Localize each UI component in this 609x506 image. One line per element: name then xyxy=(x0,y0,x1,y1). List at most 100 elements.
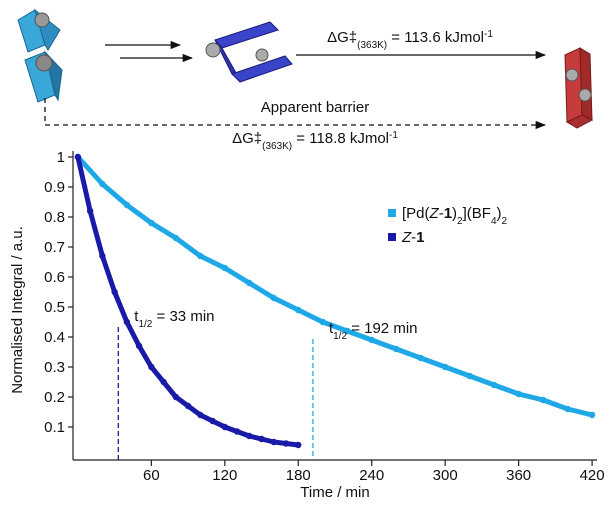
x-tick-label: 120 xyxy=(212,467,237,484)
legend-marker xyxy=(388,233,396,241)
text-part: t xyxy=(329,320,334,337)
x-tick-label: 60 xyxy=(143,467,160,484)
y-tick-label: 0.2 xyxy=(44,389,65,406)
text-part: = 192 min xyxy=(347,320,417,337)
x-tick-label: 180 xyxy=(286,467,311,484)
data-point xyxy=(123,201,131,209)
y-tick-label: 1 xyxy=(57,149,65,166)
data-point xyxy=(258,435,265,443)
data-point xyxy=(490,381,498,389)
data-point xyxy=(368,336,375,344)
data-point xyxy=(172,234,180,242)
text-part: 2 xyxy=(457,216,463,227)
legend-marker xyxy=(388,209,396,217)
text-part: = 118.8 kJmol xyxy=(292,130,389,147)
x-tick-label: 240 xyxy=(359,467,384,484)
data-point xyxy=(160,378,167,386)
data-point xyxy=(393,345,400,353)
y-tick-label: 0.5 xyxy=(44,299,65,316)
data-point xyxy=(417,354,424,362)
legend-label: Z-1 xyxy=(401,229,425,246)
data-point xyxy=(99,180,106,188)
y-axis-label: Normalised Integral / a.u. xyxy=(9,226,26,394)
data-point xyxy=(466,372,473,380)
half-life-label: t1/2 = 33 min xyxy=(134,308,214,330)
text-part: ) xyxy=(497,205,502,222)
data-point xyxy=(172,393,180,401)
molecule-icon-b xyxy=(205,21,293,83)
text-part: - xyxy=(411,229,416,246)
text-part: [Pd( xyxy=(402,205,430,222)
molecule-icon-c xyxy=(564,47,594,129)
text-part: ΔG‡ xyxy=(327,29,357,46)
data-point xyxy=(295,306,302,314)
data-point xyxy=(564,405,571,413)
data-point xyxy=(86,207,94,215)
data-point xyxy=(221,264,229,272)
series-trace xyxy=(75,156,299,448)
data-point xyxy=(344,327,351,335)
y-tick-label: 0.4 xyxy=(44,329,65,346)
y-tick-label: 0.9 xyxy=(44,179,65,196)
text-part: t xyxy=(134,308,139,325)
y-tick-label: 0.3 xyxy=(44,359,65,376)
x-axis-label: Time / min xyxy=(300,484,369,501)
data-point xyxy=(588,411,596,419)
y-tick-label: 0.7 xyxy=(44,239,65,256)
text-part: - xyxy=(439,205,444,222)
data-point xyxy=(246,279,253,287)
x-tick-label: 420 xyxy=(580,467,605,484)
y-tick-label: 0.1 xyxy=(44,419,65,436)
text-part: = 33 min xyxy=(152,308,214,325)
data-point xyxy=(184,402,192,410)
text-part: = 113.6 kJmol xyxy=(387,29,484,46)
data-point xyxy=(197,252,204,260)
data-point xyxy=(209,417,216,425)
text-part: ΔG‡ xyxy=(232,130,262,147)
data-point xyxy=(295,441,302,449)
x-tick-label: 300 xyxy=(433,467,458,484)
text-part: ) xyxy=(452,205,457,222)
data-point xyxy=(282,440,290,447)
text-part: 1/2 xyxy=(138,319,152,330)
text-part: 4 xyxy=(491,216,497,227)
dashed-arrow xyxy=(44,98,547,130)
legend-label: [Pd(Z-1)2](BF4)2 xyxy=(402,205,508,227)
data-point xyxy=(270,438,277,446)
text-part: -1 xyxy=(484,29,493,40)
data-point xyxy=(148,363,155,371)
data-point xyxy=(111,288,118,296)
text-part: Z xyxy=(429,205,440,222)
data-point xyxy=(233,428,241,435)
series-trace xyxy=(76,155,593,418)
half-life-label: t1/2 = 192 min xyxy=(329,320,418,342)
x-tick-label: 360 xyxy=(506,467,531,484)
y-tick-label: 0.6 xyxy=(44,269,65,286)
data-point xyxy=(515,390,522,398)
data-point xyxy=(135,342,143,350)
data-point xyxy=(148,219,155,227)
text-part: 1 xyxy=(444,205,452,222)
data-point xyxy=(197,411,204,419)
data-point xyxy=(270,294,277,302)
data-point xyxy=(74,153,82,161)
data-point xyxy=(246,432,253,440)
data-point xyxy=(441,363,449,371)
text-part: Z xyxy=(401,229,412,246)
text-part: (363K) xyxy=(357,40,387,51)
text-part: (363K) xyxy=(262,141,292,152)
text-part: 1/2 xyxy=(333,331,347,342)
data-point xyxy=(221,423,229,431)
apparent-label: Apparent barrier xyxy=(261,99,369,116)
text-part: 2 xyxy=(502,216,508,227)
data-point xyxy=(123,318,131,326)
molecule-icon-a xyxy=(17,8,63,103)
text-part: -1 xyxy=(389,130,398,141)
barrier-label: ΔG‡(363K) = 113.6 kJmol-1 xyxy=(327,29,493,51)
text-part: 1 xyxy=(416,229,424,246)
data-point xyxy=(99,252,106,260)
data-point xyxy=(319,318,326,326)
barrier-label: ΔG‡(363K) = 118.8 kJmol-1 xyxy=(232,130,398,152)
text-part: ](BF xyxy=(463,205,491,222)
